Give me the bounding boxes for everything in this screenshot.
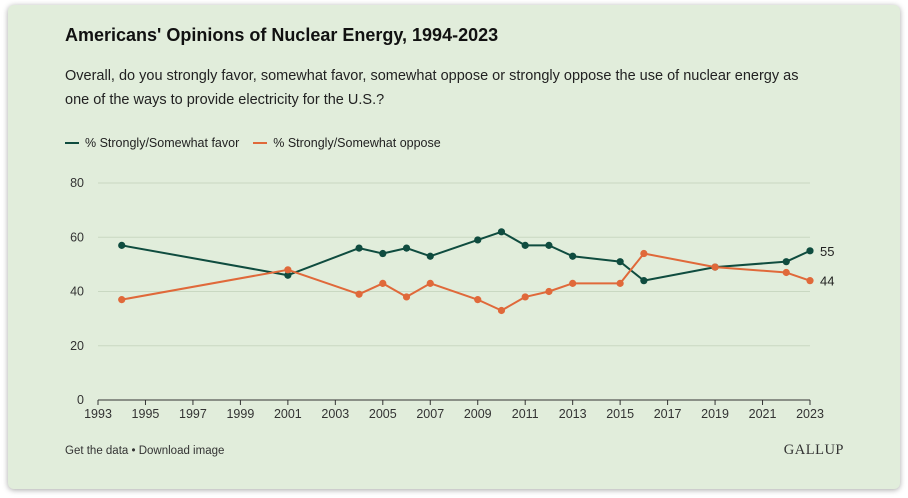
download-image-link[interactable]: Download image xyxy=(138,445,225,457)
data-point-oppose xyxy=(806,277,814,285)
series-line-favor xyxy=(121,230,811,282)
legend-item-favor: % Strongly/Somewhat favor xyxy=(65,136,239,150)
x-tick-label: 2019 xyxy=(701,407,729,421)
x-tick-label: 1995 xyxy=(132,407,160,421)
data-point-oppose xyxy=(118,296,126,304)
data-point-oppose xyxy=(616,279,624,287)
data-point-favor xyxy=(640,277,648,285)
data-point-favor xyxy=(569,252,577,260)
x-tick-label: 2017 xyxy=(654,407,682,421)
data-point-favor xyxy=(284,271,292,279)
data-point-favor xyxy=(497,228,506,236)
gallup-logo: GALLUP xyxy=(783,442,844,458)
x-tick-label: 2009 xyxy=(464,407,492,421)
x-tick-label: 2001 xyxy=(274,407,302,421)
chart-subtitle: Overall, do you strongly favor, somewhat… xyxy=(65,68,799,108)
data-point-oppose xyxy=(355,290,363,298)
footer-separator: • xyxy=(128,445,139,457)
data-point-favor xyxy=(806,247,814,255)
data-point-favor xyxy=(426,252,434,260)
chart-title: Americans' Opinions of Nuclear Energy, 1… xyxy=(65,25,499,45)
x-tick-label: 1999 xyxy=(226,407,254,421)
data-point-oppose xyxy=(402,293,411,301)
end-label-oppose: 44 xyxy=(820,274,834,289)
y-tick-label: 80 xyxy=(70,176,84,190)
y-tick-label: 40 xyxy=(70,285,84,299)
x-tick-label: 2011 xyxy=(512,407,539,421)
x-tick-label: 2021 xyxy=(749,407,777,421)
x-tick-label: 2003 xyxy=(321,407,349,421)
data-point-oppose xyxy=(711,263,719,271)
data-point-oppose xyxy=(474,296,482,304)
x-tick-label: 2013 xyxy=(559,407,587,421)
x-tick-label: 2015 xyxy=(606,407,634,421)
end-label-favor: 55 xyxy=(820,244,834,259)
footer-links: Get the data • Download image xyxy=(65,445,224,457)
data-point-oppose xyxy=(379,279,387,287)
chart-card: Americans' Opinions of Nuclear Energy, 1… xyxy=(8,5,900,489)
x-tick-label: 2023 xyxy=(796,407,824,421)
x-tick-label: 1993 xyxy=(84,407,112,421)
data-point-oppose xyxy=(640,249,648,258)
y-tick-label: 60 xyxy=(70,230,84,244)
data-point-oppose xyxy=(569,279,577,287)
data-point-oppose xyxy=(497,306,506,315)
data-point-favor xyxy=(118,241,126,249)
line-chart: 0 20 40 60 80 1993 1995 1997 1999 2001 2003 2005 200… xyxy=(70,176,834,421)
x-tick-label: 2007 xyxy=(416,407,444,421)
legend-label-oppose: % Strongly/Somewhat oppose xyxy=(273,136,441,150)
data-point-favor xyxy=(474,236,482,244)
data-point-oppose xyxy=(521,293,529,301)
legend-swatch-favor xyxy=(65,142,79,144)
data-point-favor xyxy=(545,241,553,249)
data-point-favor xyxy=(355,244,363,252)
data-point-oppose xyxy=(426,279,434,287)
legend-item-oppose: % Strongly/Somewhat oppose xyxy=(253,136,441,150)
data-point-oppose xyxy=(782,268,790,277)
x-tick-label: 1997 xyxy=(179,407,207,421)
y-tick-label: 0 xyxy=(77,393,84,407)
x-tick-label: 2005 xyxy=(369,407,397,421)
y-tick-label: 20 xyxy=(70,339,84,353)
data-point-favor xyxy=(402,244,411,252)
data-point-oppose xyxy=(545,287,553,296)
data-point-oppose xyxy=(284,266,292,274)
data-point-favor xyxy=(379,249,387,258)
legend-swatch-oppose xyxy=(253,142,268,144)
legend: % Strongly/Somewhat favor % Strongly/Som… xyxy=(65,136,441,150)
data-point-favor xyxy=(782,258,790,266)
series-line-oppose xyxy=(121,252,811,312)
get-data-link[interactable]: Get the data xyxy=(65,445,129,457)
data-point-favor xyxy=(521,241,529,249)
legend-label-favor: % Strongly/Somewhat favor xyxy=(85,136,240,150)
data-point-favor xyxy=(616,258,624,266)
